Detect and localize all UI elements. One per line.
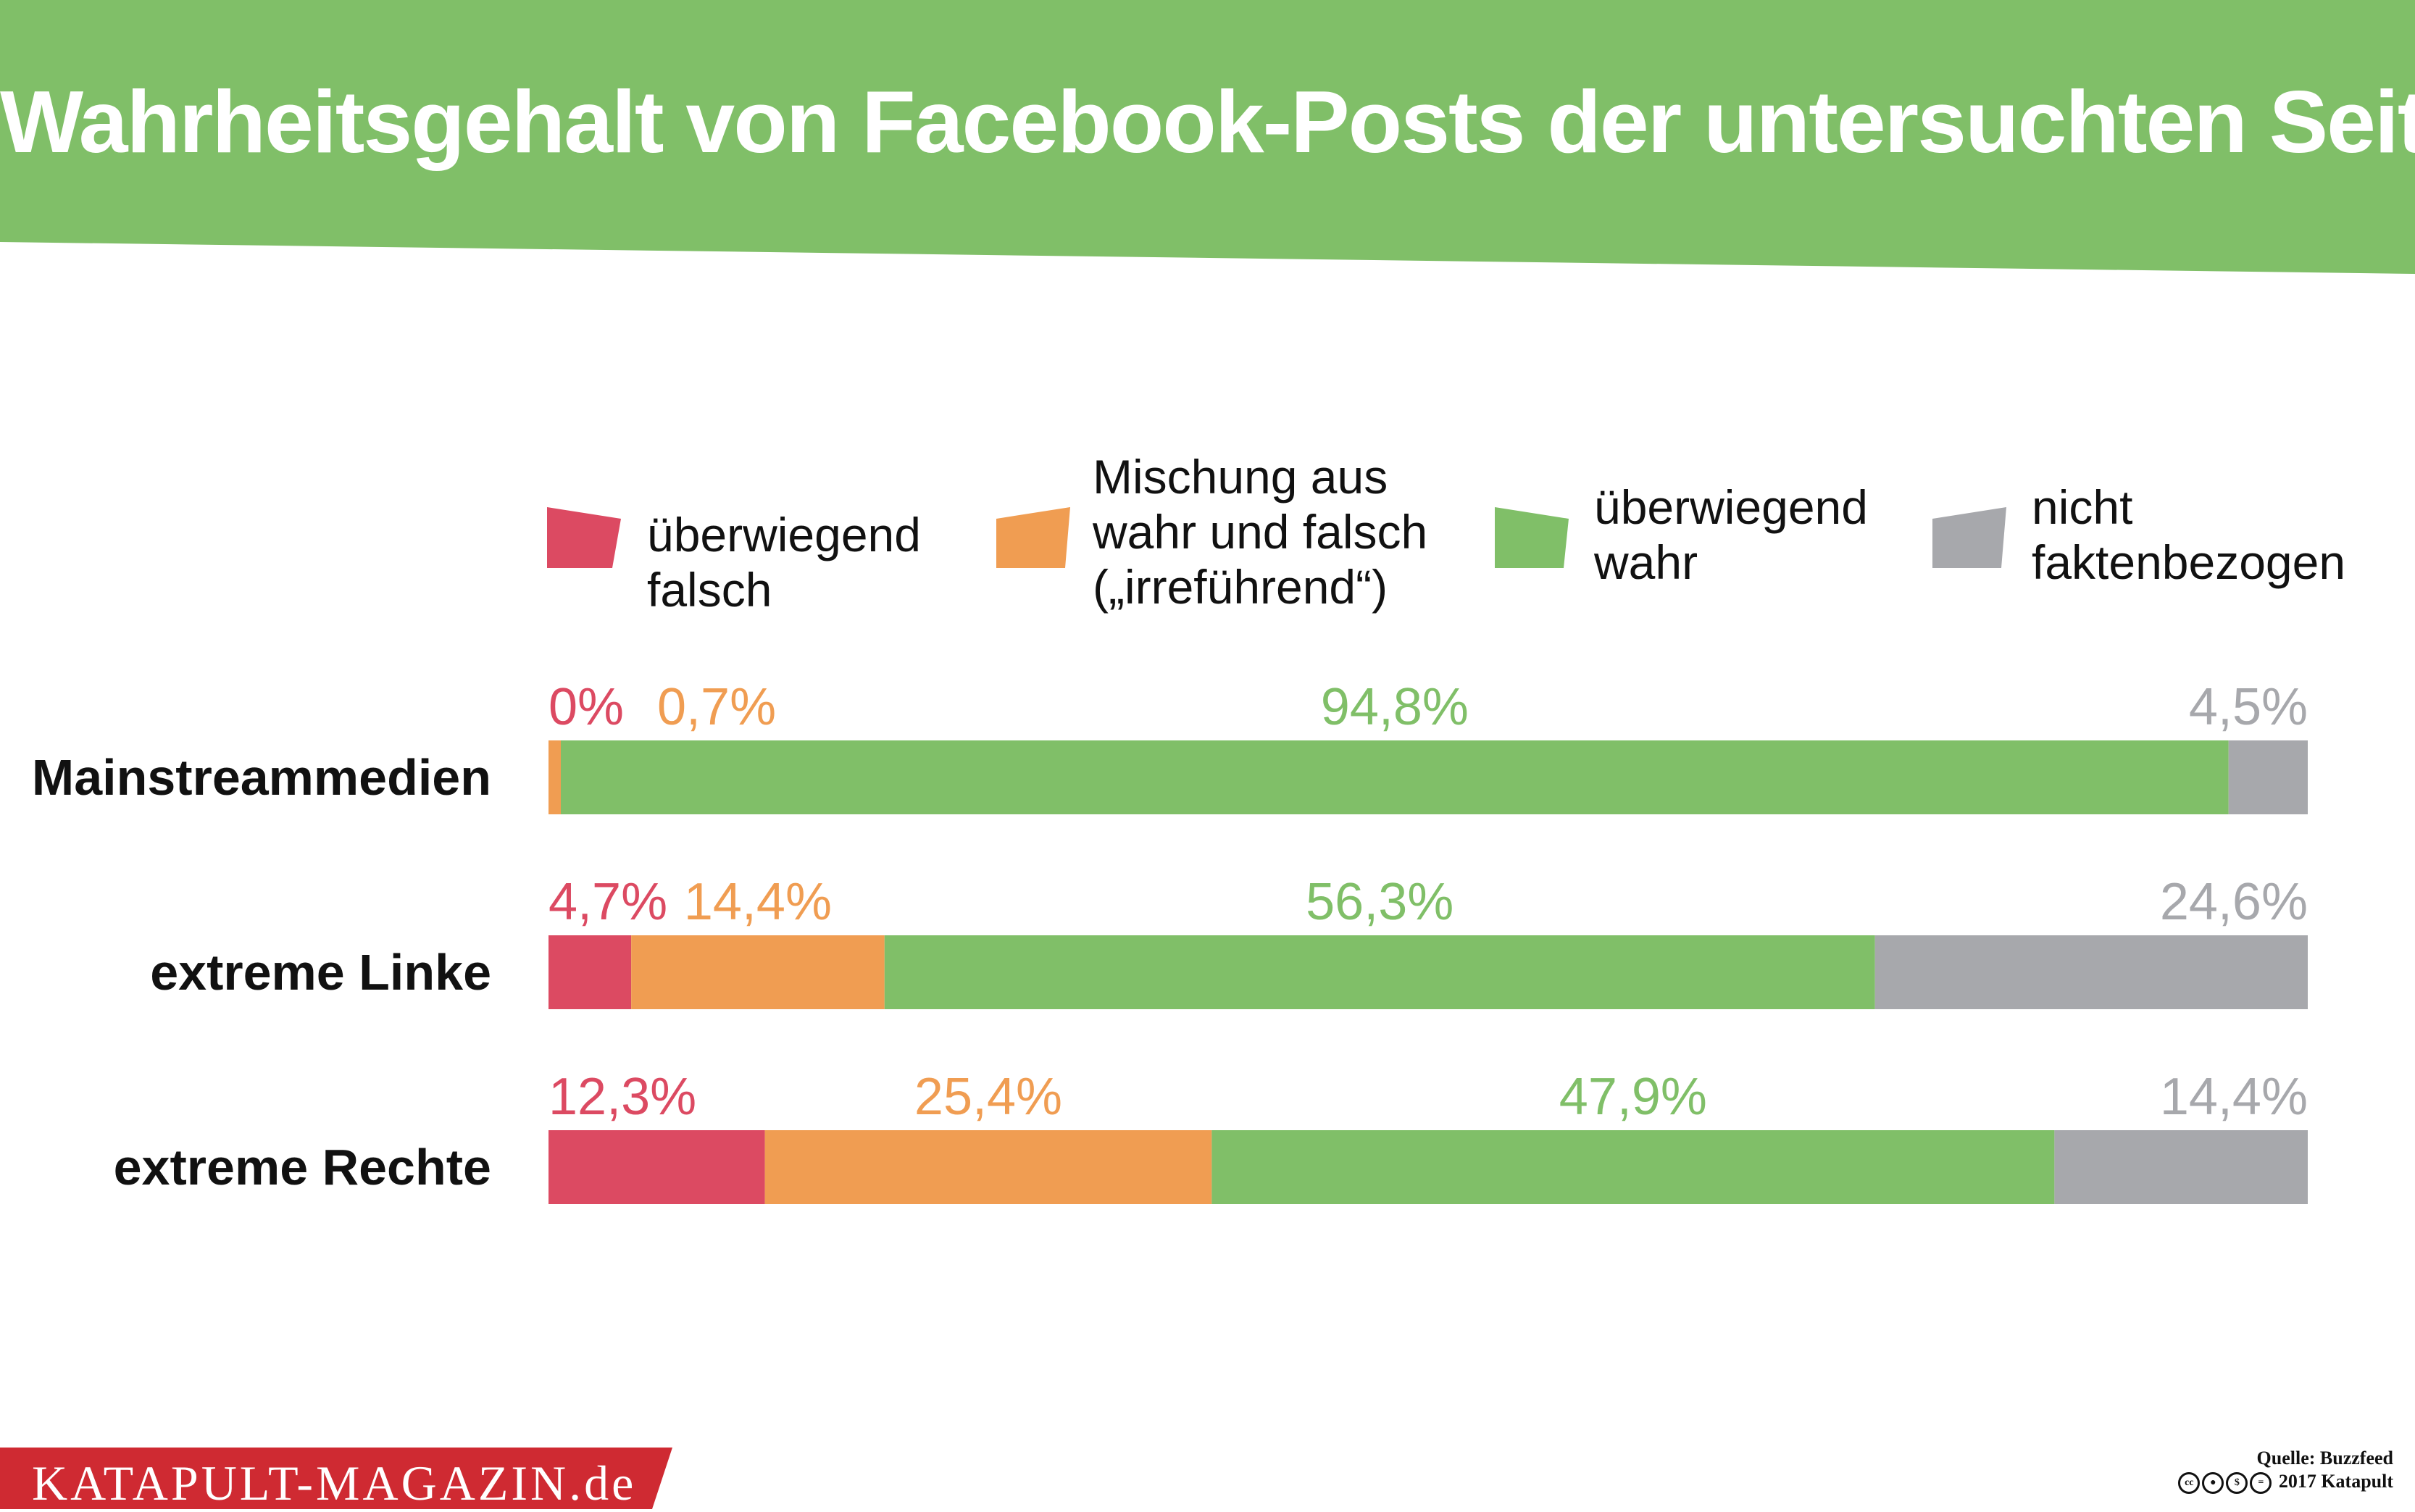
value-label: 12,3% bbox=[549, 1068, 696, 1126]
nc-icon: $ bbox=[2226, 1472, 2248, 1495]
legend-label-1: überwiegend falsch bbox=[647, 507, 921, 617]
bar-segment bbox=[549, 935, 632, 1009]
legend-label-line: („irreführend“) bbox=[1093, 560, 1388, 614]
value-label: 14,4% bbox=[2160, 1068, 2308, 1126]
value-label: 0% bbox=[549, 678, 624, 736]
nd-icon: = bbox=[2250, 1472, 2272, 1495]
value-label: 24,6% bbox=[2160, 873, 2308, 931]
category-label: Mainstreammedien bbox=[32, 749, 491, 806]
legend-swatch-2 bbox=[996, 507, 1070, 568]
chart-title: Wahrheitsgehalt von Facebook-Posts der u… bbox=[0, 72, 2415, 171]
license-text: 2017 Katapult bbox=[2278, 1471, 2393, 1492]
bar-segment bbox=[2054, 1130, 2308, 1204]
legend-label-3: überwiegend wahr bbox=[1594, 480, 1868, 590]
bar-segment bbox=[2228, 740, 2308, 814]
legend-label-4: nicht faktenbezogen bbox=[2032, 480, 2345, 590]
bar-segment bbox=[1211, 1130, 2055, 1204]
by-icon: ● bbox=[2202, 1472, 2224, 1495]
legend-label-2: Mischung aus wahr und falsch („irreführend… bbox=[1093, 449, 1427, 614]
bar-segment bbox=[884, 935, 1875, 1009]
legend-label-line: Mischung aus bbox=[1093, 450, 1388, 504]
legend-label-line: wahr und falsch bbox=[1093, 505, 1428, 559]
value-label: 4,5% bbox=[2189, 678, 2308, 736]
brand-logo[interactable]: KATAPULT-MAGAZIN.de bbox=[32, 1455, 637, 1511]
value-label: 14,4% bbox=[684, 873, 832, 931]
bar-segment bbox=[549, 1130, 765, 1204]
legend-label-line: nicht bbox=[2032, 480, 2133, 534]
value-label: 25,4% bbox=[914, 1068, 1062, 1126]
legend-swatch-1 bbox=[547, 507, 621, 568]
legend-label-line: überwiegend bbox=[647, 508, 921, 561]
source-credit: Quelle: Buzzfeed bbox=[2256, 1448, 2393, 1469]
bar-segment bbox=[764, 1130, 1212, 1204]
value-label: 56,3% bbox=[1306, 873, 1453, 931]
license-line: cc ● $ = 2017 Katapult bbox=[2178, 1471, 2393, 1495]
value-label: 0,7% bbox=[657, 678, 776, 736]
legend-swatch-4 bbox=[1932, 507, 2006, 568]
legend-label-line: wahr bbox=[1594, 535, 1698, 589]
legend-label-line: falsch bbox=[647, 563, 772, 617]
bar-segment bbox=[1874, 935, 2308, 1009]
bar-segment bbox=[560, 740, 2229, 814]
bar-segment bbox=[631, 935, 885, 1009]
header-band bbox=[0, 0, 2415, 274]
category-label: extreme Rechte bbox=[114, 1139, 491, 1195]
legend-swatch-3 bbox=[1495, 507, 1569, 568]
cc-icon: cc bbox=[2178, 1472, 2201, 1495]
category-label: extreme Linke bbox=[150, 944, 491, 1001]
legend-label-line: überwiegend bbox=[1594, 480, 1868, 534]
value-label: 4,7% bbox=[549, 873, 667, 931]
brand-band bbox=[0, 1448, 672, 1509]
legend-label-line: faktenbezogen bbox=[2032, 535, 2346, 589]
value-label: 47,9% bbox=[1559, 1068, 1707, 1126]
bar-segment bbox=[549, 740, 561, 814]
value-label: 94,8% bbox=[1321, 678, 1469, 736]
